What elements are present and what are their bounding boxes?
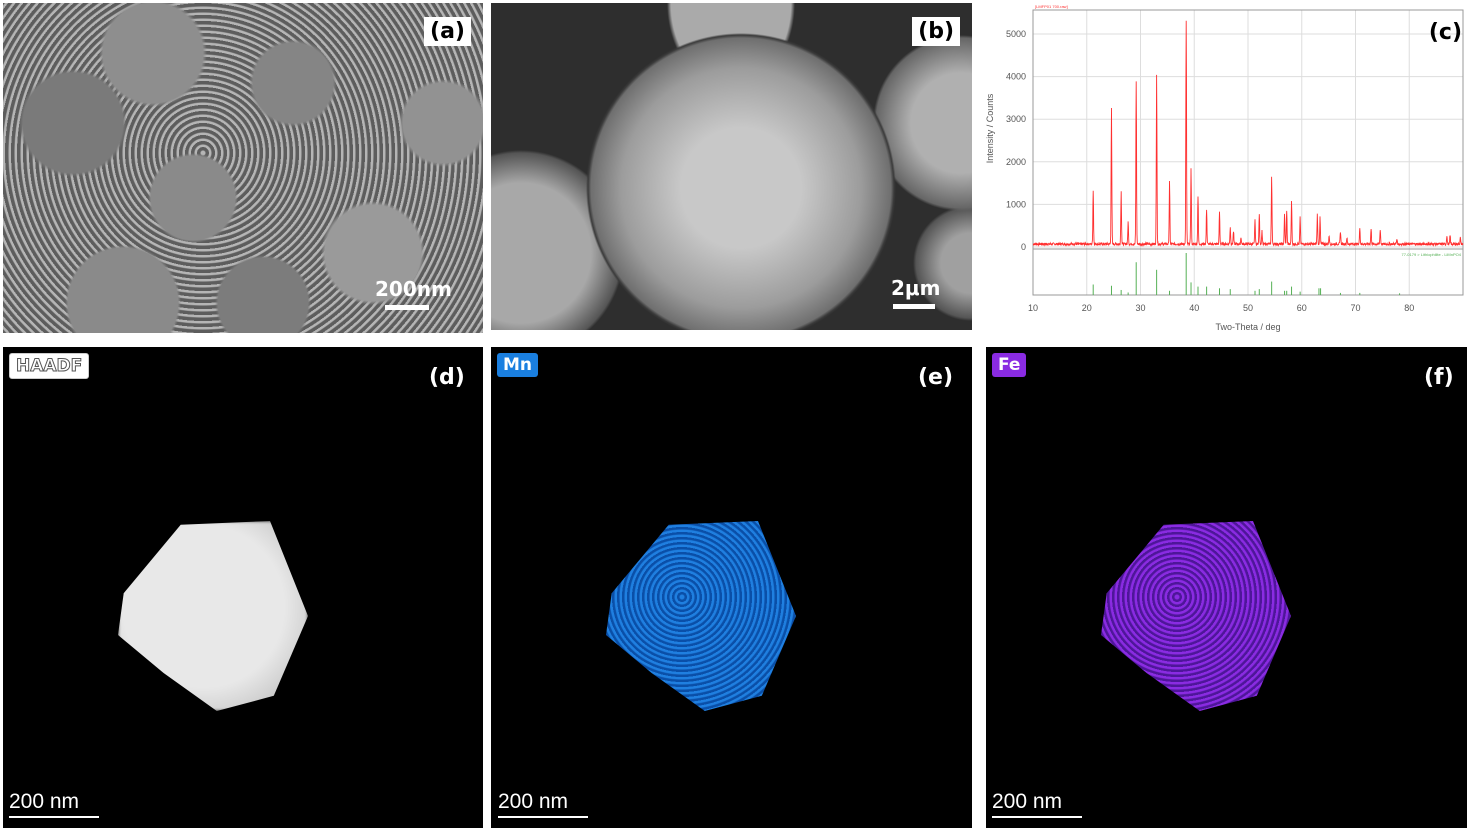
xrd-chart: 10 20 30 40 50 60 70 80 0 1000 2000 3000 4000 5000 Two… bbox=[985, 4, 1464, 332]
panel-c-xrd-chart: 10 20 30 40 50 60 70 80 0 1000 2000 3000 4000 5000 Two… bbox=[980, 0, 1470, 340]
scale-bar: 2μm bbox=[891, 276, 951, 309]
mn-badge: Mn bbox=[497, 353, 539, 377]
y-tick-label: 4000 bbox=[1006, 72, 1026, 82]
scale-bar-label: 200 nm bbox=[992, 790, 1063, 813]
x-tick-label: 30 bbox=[1135, 303, 1145, 313]
y-tick-label: 2000 bbox=[1006, 157, 1026, 167]
scale-bar-line bbox=[498, 816, 588, 818]
scale-bar: 200 nm bbox=[9, 790, 109, 818]
y-tick-label: 5000 bbox=[1006, 29, 1026, 39]
panel-e-mn-map: Mn (e) 200 nm bbox=[491, 347, 972, 828]
fe-particle bbox=[1101, 521, 1291, 711]
series-legend-reference: 77-0179 > Lithiophilite - LiMnPO4 bbox=[1402, 252, 1462, 257]
y-tick-label: 1000 bbox=[1006, 199, 1026, 209]
scale-bar-label: 200nm bbox=[375, 277, 452, 301]
panel-label: (a) bbox=[424, 17, 471, 46]
scale-bar: 200nm bbox=[375, 277, 452, 310]
panel-label: (f) bbox=[1424, 365, 1454, 390]
x-tick-label: 80 bbox=[1404, 303, 1414, 313]
panel-label: (d) bbox=[429, 365, 465, 390]
scale-bar-label: 200 nm bbox=[498, 790, 569, 813]
haadf-badge: HAADF bbox=[9, 353, 90, 379]
panel-a-sem-image: (a) 200nm bbox=[3, 3, 483, 333]
x-tick-label: 70 bbox=[1350, 303, 1360, 313]
mn-particle bbox=[606, 521, 796, 711]
scale-bar-line bbox=[992, 816, 1082, 818]
x-tick-label: 60 bbox=[1297, 303, 1307, 313]
y-axis-label: Intensity / Counts bbox=[985, 93, 995, 163]
x-tick-label: 50 bbox=[1243, 303, 1253, 313]
x-tick-label: 40 bbox=[1189, 303, 1199, 313]
x-axis-label: Two-Theta / deg bbox=[1215, 322, 1280, 332]
panel-label: (b) bbox=[912, 17, 960, 46]
scale-bar-label: 2μm bbox=[891, 276, 941, 300]
panel-f-fe-map: Fe (f) 200 nm bbox=[986, 347, 1467, 828]
fe-badge: Fe bbox=[992, 353, 1027, 377]
scale-bar: 200 nm bbox=[498, 790, 598, 818]
y-tick-label: 0 bbox=[1021, 242, 1026, 252]
scale-bar-line bbox=[893, 304, 935, 309]
scale-bar-label: 200 nm bbox=[9, 790, 80, 813]
x-tick-label: 10 bbox=[1028, 303, 1038, 313]
panel-d-haadf-image: HAADF (d) 200 nm bbox=[3, 347, 483, 828]
panel-b-sem-image: (b) 2μm bbox=[491, 3, 972, 330]
series-legend-measured: [LMFP01 700.raw] bbox=[1035, 4, 1068, 9]
scale-bar-line bbox=[385, 305, 429, 310]
particle bbox=[118, 521, 308, 711]
measured-pattern-line bbox=[1032, 20, 1464, 247]
x-tick-label: 20 bbox=[1082, 303, 1092, 313]
plot-frame bbox=[1032, 9, 1464, 296]
panel-label: (c) bbox=[1428, 20, 1462, 45]
y-tick-label: 3000 bbox=[1006, 114, 1026, 124]
panel-label: (e) bbox=[918, 365, 954, 390]
scale-bar-line bbox=[9, 816, 99, 818]
scale-bar: 200 nm bbox=[992, 790, 1092, 818]
